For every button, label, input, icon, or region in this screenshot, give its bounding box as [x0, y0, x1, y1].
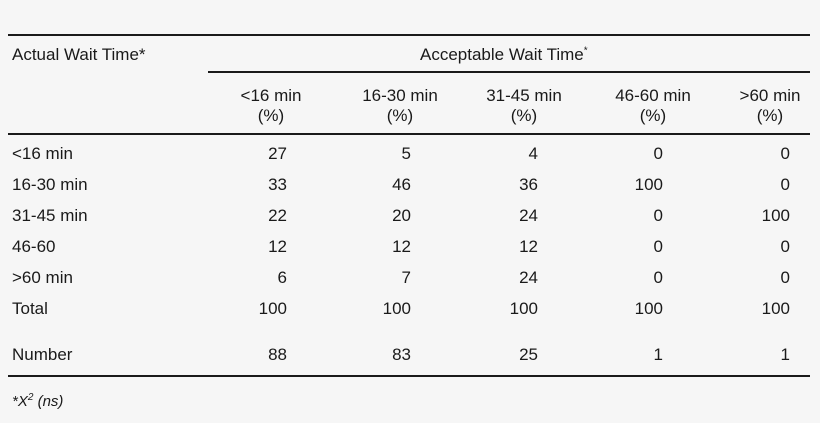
row-1-cell-1: 27 [268, 144, 287, 163]
row-total-cell-5: 100 [761, 299, 790, 318]
col-header-4-line2: (%) [639, 106, 667, 125]
row-total-cell-4: 100 [634, 299, 663, 318]
col-header-1: <16 min (%) [226, 86, 316, 126]
row-total-cell-1: 100 [258, 299, 287, 318]
col-header-5-line1: >60 min [739, 86, 801, 105]
row-2-label: 16-30 min [12, 175, 88, 194]
table-bottom-rule [8, 375, 810, 377]
col-header-2-line2: (%) [386, 106, 414, 125]
col-header-2-line1: 16-30 min [362, 86, 438, 105]
col-header-5-line2: (%) [756, 106, 784, 125]
stub-header: Actual Wait Time* [12, 45, 146, 64]
row-total-cell-2: 100 [382, 299, 411, 318]
row-4-cell-2: 12 [392, 237, 411, 256]
row-3-cell-1: 22 [268, 206, 287, 225]
row-total-cell-3: 100 [509, 299, 538, 318]
col-header-3-line2: (%) [510, 106, 538, 125]
spanner-header: Acceptable Wait Time* [420, 45, 588, 65]
row-1-cell-4: 0 [653, 144, 663, 163]
row-3-cell-4: 0 [653, 206, 663, 225]
row-3-cell-5: 100 [761, 206, 790, 225]
row-4-cell-4: 0 [653, 237, 663, 256]
row-number-cell-2: 83 [392, 345, 411, 364]
row-2-cell-5: 0 [780, 175, 790, 194]
footnote-suffix: (ns) [33, 393, 64, 410]
table-footnote: *X2 (ns) [12, 392, 64, 411]
col-header-4: 46-60 min (%) [598, 86, 708, 126]
row-3-cell-3: 24 [519, 206, 538, 225]
spanner-rule [208, 71, 810, 73]
row-4-cell-5: 0 [780, 237, 790, 256]
header-rule [8, 133, 810, 135]
row-5-cell-5: 0 [780, 268, 790, 287]
row-1-cell-3: 4 [528, 144, 538, 163]
row-4-cell-1: 12 [268, 237, 287, 256]
col-header-3-line1: 31-45 min [486, 86, 562, 105]
row-2-cell-3: 36 [519, 175, 538, 194]
row-1-cell-2: 5 [401, 144, 411, 163]
col-header-1-line2: (%) [257, 106, 285, 125]
footnote-exponent: 2 [27, 392, 34, 403]
row-5-label: >60 min [12, 268, 73, 287]
row-3-label: 31-45 min [12, 206, 88, 225]
row-2-cell-4: 100 [634, 175, 663, 194]
row-total-label: Total [12, 299, 48, 318]
col-header-5: >60 min (%) [722, 86, 818, 126]
row-4-label: 46-60 [12, 237, 56, 256]
row-5-cell-1: 6 [277, 268, 287, 287]
col-header-4-line1: 46-60 min [615, 86, 691, 105]
col-header-3: 31-45 min (%) [474, 86, 574, 126]
row-number-cell-4: 1 [653, 345, 663, 364]
row-5-cell-2: 7 [401, 268, 411, 287]
row-3-cell-2: 20 [392, 206, 411, 225]
row-1-cell-5: 0 [780, 144, 790, 163]
table-top-rule [8, 34, 810, 36]
row-number-cell-5: 1 [780, 345, 790, 364]
row-number-cell-3: 25 [519, 345, 538, 364]
row-5-cell-4: 0 [653, 268, 663, 287]
spanner-header-mark: * [583, 45, 588, 57]
row-1-label: <16 min [12, 144, 73, 163]
col-header-1-line1: <16 min [240, 86, 302, 105]
row-number-cell-1: 88 [268, 345, 287, 364]
row-number-label: Number [12, 345, 73, 364]
row-2-cell-1: 33 [268, 175, 287, 194]
col-header-2: 16-30 min (%) [350, 86, 450, 126]
footnote-prefix: *X [12, 393, 28, 410]
row-2-cell-2: 46 [392, 175, 411, 194]
row-4-cell-3: 12 [519, 237, 538, 256]
row-5-cell-3: 24 [519, 268, 538, 287]
spanner-header-label: Acceptable Wait Time [420, 45, 584, 64]
